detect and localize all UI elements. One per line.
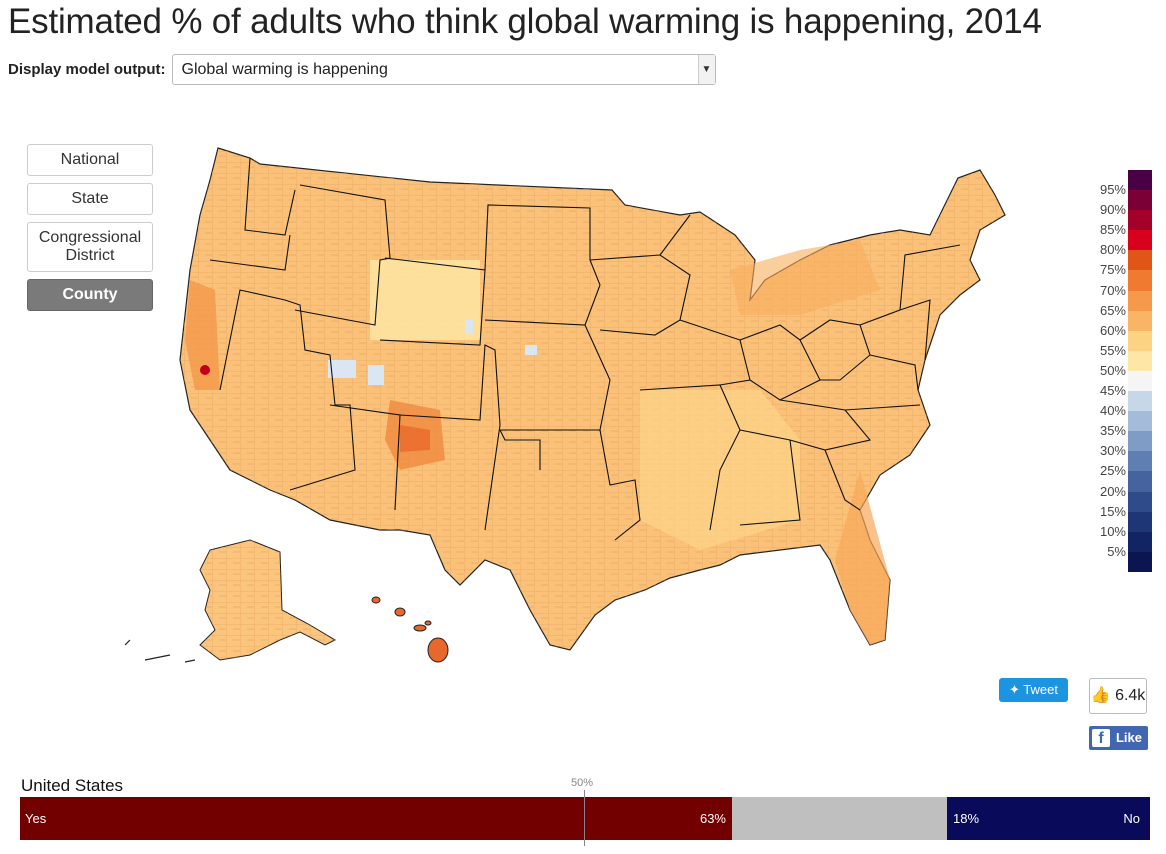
display-model-select[interactable]: Global warming is happening ▼ (171, 53, 716, 85)
legend-swatch (1128, 170, 1152, 191)
legend-tick-label: 60% (1099, 322, 1126, 338)
undecided-segment (732, 797, 947, 840)
page-title: Estimated % of adults who think global w… (8, 2, 1042, 41)
legend-swatch (1128, 491, 1152, 512)
no-label: No (1123, 811, 1140, 826)
display-model-value: Global warming is happening (181, 60, 388, 78)
legend-swatch (1128, 230, 1152, 251)
tweet-label: Tweet (1023, 682, 1058, 697)
legend-swatch (1128, 190, 1152, 211)
midpoint-label: 50% (571, 777, 594, 789)
county-button[interactable]: County (27, 279, 153, 311)
legend-swatch (1128, 310, 1152, 331)
geography-level-buttons: National State Congressional District Co… (27, 144, 153, 318)
legend-swatch (1128, 431, 1152, 452)
legend-swatch (1128, 511, 1152, 532)
legend-tick-label: 95% (1099, 182, 1126, 197)
hawaii (371, 596, 449, 663)
hawaii-big-island[interactable] (427, 637, 449, 663)
legend-swatch (1128, 531, 1152, 552)
legend-tick-label: 5% (1107, 543, 1126, 559)
congressional-district-button[interactable]: Congressional District (27, 222, 153, 272)
legend-tick-label: 65% (1099, 302, 1126, 318)
legend-tick-label: 75% (1099, 262, 1126, 278)
legend-tick-label: 70% (1099, 282, 1126, 298)
legend-swatch (1128, 551, 1152, 572)
legend-tick-label: 40% (1099, 403, 1126, 419)
legend-tick-label: 10% (1099, 523, 1126, 539)
legend-tick-label: 30% (1099, 443, 1126, 459)
legend-tick-label: 90% (1099, 202, 1126, 218)
twitter-bird-icon: ✦ (1009, 682, 1020, 697)
contiguous-us (179, 147, 1006, 651)
no-value: 18% (953, 811, 980, 826)
tweet-button[interactable]: ✦ Tweet (999, 678, 1068, 702)
national-result-bar: Yes 63% 18% No (20, 797, 1150, 840)
legend-tick-label: 15% (1099, 503, 1126, 519)
like-label: Like (1115, 730, 1142, 745)
legend-swatch (1128, 370, 1152, 392)
legend-tick-label: 45% (1099, 383, 1126, 398)
legend-swatch (1128, 411, 1152, 432)
midpoint-tick (584, 790, 585, 846)
legend-swatch (1128, 210, 1152, 231)
legend-swatch (1128, 451, 1152, 472)
facebook-icon: f (1092, 729, 1110, 747)
legend-swatch (1128, 270, 1152, 291)
national-button[interactable]: National (27, 144, 153, 176)
legend-swatch (1128, 290, 1152, 311)
us-county-map[interactable] (100, 140, 1020, 670)
state-button[interactable]: State (27, 183, 153, 215)
legend-tick-label: 50% (1099, 362, 1126, 378)
display-model-label: Display model output: (8, 60, 166, 78)
legend-swatch (1128, 471, 1152, 492)
legend-swatch (1128, 250, 1152, 271)
display-model-row: Display model output: Global warming is … (8, 52, 716, 86)
legend-tick-label: 85% (1099, 222, 1126, 238)
legend-tick-label: 20% (1099, 483, 1126, 499)
legend-swatch (1128, 350, 1152, 371)
legend-tick-label: 35% (1099, 423, 1126, 439)
no-segment: 18% No (947, 797, 1150, 840)
legend-tick-label: 55% (1099, 342, 1126, 358)
alaska (124, 539, 337, 663)
facebook-like-button[interactable]: f Like (1089, 726, 1148, 750)
legend-swatch (1128, 330, 1152, 351)
national-summary-label: United States (21, 776, 124, 795)
like-count-bubble: 👍 6.4k (1089, 678, 1147, 714)
thumbs-up-icon: 👍 (1090, 687, 1111, 704)
yes-label: Yes (25, 811, 47, 826)
like-count-value: 6.4k (1115, 687, 1146, 704)
yes-segment: Yes 63% (20, 797, 732, 840)
chevron-down-icon[interactable]: ▼ (697, 54, 715, 84)
legend-tick-label: 25% (1099, 463, 1126, 479)
legend-swatch (1128, 391, 1152, 412)
legend-tick-label: 80% (1099, 242, 1126, 258)
yes-value: 63% (699, 811, 726, 826)
legend-color-bar (1128, 170, 1152, 572)
